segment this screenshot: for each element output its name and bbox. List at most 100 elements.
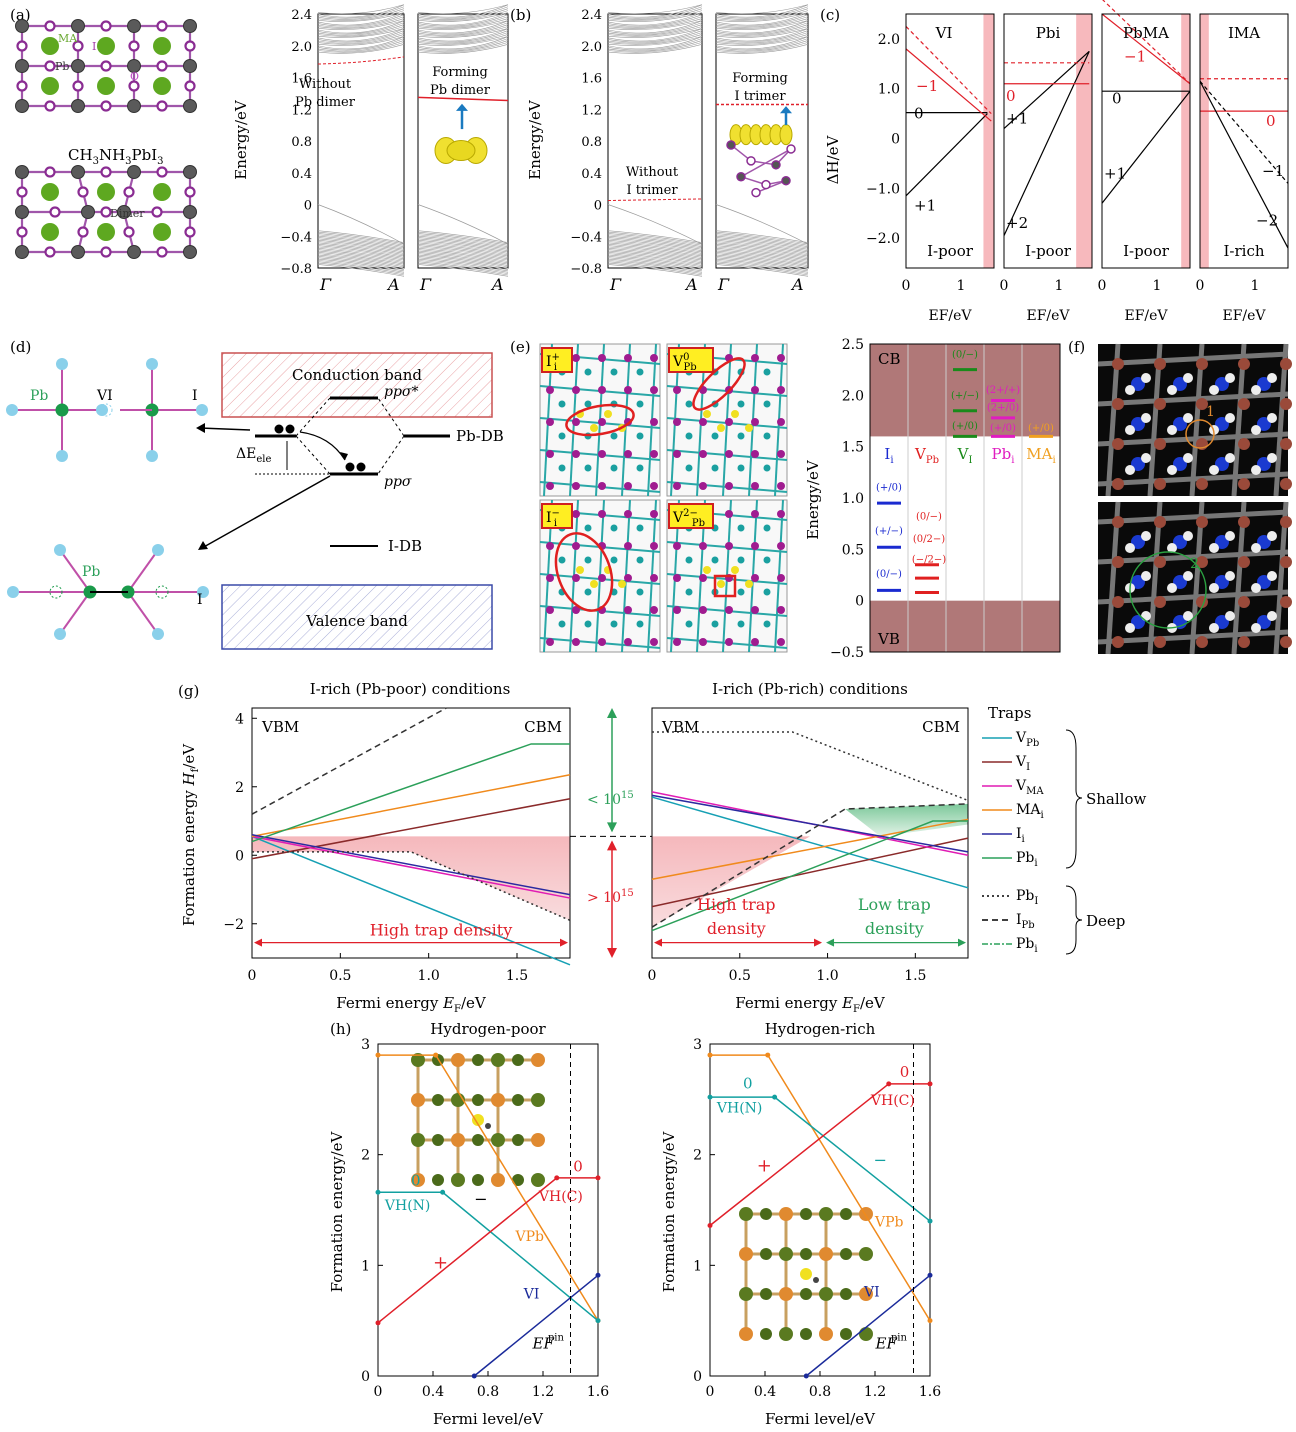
- series-point: [375, 1189, 381, 1195]
- d-i-label: I: [192, 388, 198, 404]
- defect-level-label: (0/−): [952, 349, 978, 360]
- defect-level-label: (+/0): [952, 421, 978, 432]
- e-pb: [610, 556, 618, 564]
- e-pb: [685, 620, 693, 628]
- e-iodine: [598, 354, 606, 362]
- valence-band-line: [417, 250, 509, 264]
- valence-band-line: [417, 245, 509, 258]
- legend-item: Pbi: [1016, 850, 1038, 869]
- pb-atom: [71, 19, 85, 33]
- inset-atom: [819, 1287, 833, 1301]
- valence-band-line: [417, 258, 509, 272]
- c-frame: [1199, 13, 1289, 269]
- f-iodine: [1280, 636, 1292, 648]
- legend-item: Pbi: [1016, 936, 1038, 955]
- e-iodine: [725, 510, 733, 518]
- xtick-a: A: [684, 275, 698, 294]
- conduction-band-line: [715, 8, 809, 20]
- e-iodine: [751, 386, 759, 394]
- defect-level: [607, 198, 703, 202]
- e-iodine: [699, 542, 707, 550]
- inset-atom: [859, 1327, 873, 1341]
- conduction-band-line: [715, 12, 809, 26]
- atom: [771, 160, 781, 170]
- valence-band-line: [607, 264, 703, 277]
- f-hydrogen: [1209, 623, 1219, 633]
- e-pb: [636, 556, 644, 564]
- h-ytick: 0: [693, 1369, 702, 1385]
- e-iodine: [751, 542, 759, 550]
- f-hydrogen: [1183, 453, 1193, 463]
- transfer-arrowhead: [340, 452, 348, 460]
- c-xtick: 0: [1098, 278, 1107, 294]
- e-pb: [584, 588, 592, 596]
- f-iodine: [1238, 478, 1250, 490]
- inset-atom: [512, 1094, 524, 1106]
- e-iodine: [624, 510, 632, 518]
- f-iodine: [1280, 478, 1292, 490]
- defect-level-label: (0/−): [876, 569, 902, 580]
- inset-atom: [451, 1173, 465, 1187]
- valence-band-line: [317, 233, 405, 246]
- transition-line: [905, 48, 992, 122]
- e-iodine: [650, 510, 658, 518]
- series-Pbi: [251, 743, 570, 843]
- inset-atom: [531, 1133, 545, 1147]
- inset-atom: [760, 1328, 772, 1340]
- c-ytick: 2.0: [878, 32, 900, 48]
- valence-band-line: [417, 260, 509, 273]
- f-iodine: [1280, 556, 1292, 568]
- e-column-label: Pbi: [992, 445, 1015, 466]
- defect-tag-bg: [541, 503, 573, 529]
- arrowhead: [254, 938, 262, 947]
- series-point: [440, 1189, 446, 1195]
- iodine-atom: [156, 100, 168, 112]
- charge-state: −1: [916, 77, 938, 95]
- arrowhead: [607, 708, 617, 718]
- inset-atom: [859, 1247, 873, 1261]
- e-iodine: [673, 574, 681, 582]
- f-iodine: [1112, 478, 1124, 490]
- e-pb: [737, 588, 745, 596]
- defect-highlight: [565, 403, 635, 437]
- conduction-band-line: [607, 6, 703, 19]
- e-iodine: [650, 482, 658, 490]
- conduction-band-line: [607, 20, 703, 30]
- band-ytick: 2.4: [291, 8, 312, 23]
- valence-band-line: [715, 256, 809, 269]
- e-charge: [703, 566, 711, 574]
- defect-level-label: (+/−): [875, 526, 903, 537]
- e-iodine: [650, 606, 658, 614]
- g-frame: [251, 707, 571, 959]
- conduction-band-line: [417, 20, 509, 34]
- e-charge: [745, 580, 753, 588]
- iodine-atom: [100, 60, 112, 72]
- e-pb: [763, 400, 771, 408]
- ma-molecule: [153, 223, 171, 241]
- panel-c: (c) ΔH/eV VI I-poor −1 0 +1 0 1 EF/eV Pbi I-poor 0…: [820, 0, 1289, 324]
- e-pb: [685, 588, 693, 596]
- conduction-band-line: [417, 4, 509, 18]
- valence-band-line: [417, 257, 509, 270]
- defect-tag-bg: [668, 503, 714, 529]
- e-charge: [731, 566, 739, 574]
- f-iodine: [1238, 556, 1250, 568]
- panel-label-c: (c): [820, 6, 840, 24]
- valence-band-line: [715, 246, 809, 260]
- transition-line: [1003, 51, 1090, 236]
- e-iodine: [673, 386, 681, 394]
- conduction-band-line: [317, 18, 405, 29]
- h-xtick: 0.4: [754, 1384, 776, 1400]
- valence-band-line: [607, 257, 703, 270]
- c-xtick: 1: [1055, 278, 1064, 294]
- e-iodine: [777, 418, 785, 426]
- c-subpanel: Pbi I-poor 0 +1 +2 0 1 EF/eV: [1000, 13, 1093, 324]
- pb-i-bond: [127, 549, 159, 593]
- valence-band-line: [317, 235, 405, 249]
- e-pb: [737, 464, 745, 472]
- f-iodine: [1238, 438, 1250, 450]
- conduction-band-line: [317, 6, 405, 19]
- iodine-atom: [152, 628, 164, 640]
